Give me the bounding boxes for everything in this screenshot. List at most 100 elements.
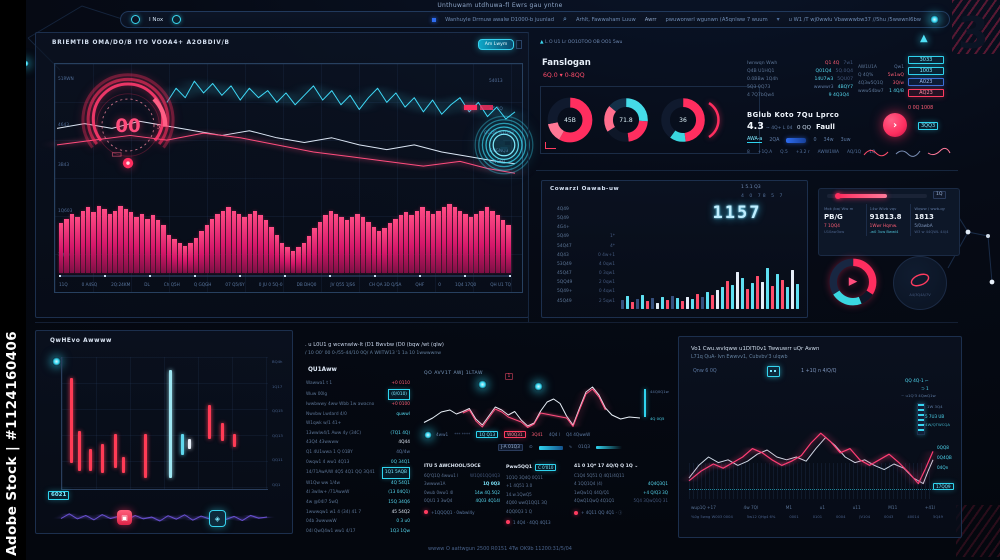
list-item: 2Q:24KM [111, 282, 131, 287]
volume-toolbar-icons[interactable]: 4 0 78 5 7 [741, 194, 785, 199]
list-item: DB DHQ0 [296, 282, 317, 287]
volume-right-label: 1 5.1 Q3 [741, 185, 761, 190]
timeline-scrubber[interactable] [59, 275, 511, 277]
ring-gauge: ▶ [829, 258, 877, 306]
details-section-title: QU1Aww [308, 367, 337, 373]
alert-dot-icon [506, 520, 510, 525]
data-row: 45Q47 0 3qw1 [557, 271, 615, 277]
list-item: AQ23 [908, 89, 944, 97]
list-item: +1Q.A [757, 150, 773, 155]
list-item[interactable] [596, 446, 623, 449]
list-item: QHF [415, 282, 425, 287]
list-item: BQ4h [272, 359, 283, 364]
data-row: 0QU1 3 3wQ4 4Q03 4Q14l [424, 498, 500, 504]
data-row: 0wqw1 4 ww1 4Q13 0Q 34Q1 [306, 459, 410, 465]
dial-widget[interactable]: A4/3Q4A/7V [893, 256, 947, 310]
data-row: 3wwww1A 1Q 0Q3 [424, 481, 500, 487]
data-row: 4Q00 wwQ1QQ1 3Q [506, 500, 548, 506]
data-row: C1Q4 5Q51 Q 4Q1/4Q11 [574, 473, 625, 478]
data-row: 04b 3wwwwW 0 3 u0 [306, 519, 410, 525]
list-item: 0004 [836, 515, 846, 519]
watchlist-table-2: AW1U1A Qw1 Q 4Q% 5w1wQ 4Q3w5Q1Q 3Q/w www54bw7 1… [858, 64, 904, 96]
data-row: 04l QwQ4w1 ww1 4/17 1Q3 1Qw [306, 528, 410, 534]
table-group-header: Pww5QQ1 [506, 465, 533, 470]
watermark-text: Adobe Stock | #1124160406 [4, 331, 20, 556]
data-row: 4w @04l7 5wQ 15Q 34Q6 [306, 499, 410, 505]
list-item[interactable]: 3uw [840, 137, 851, 143]
mini-scribble-icons [863, 147, 951, 157]
vertical-slider[interactable] [917, 403, 925, 435]
table-group-foot: +1QQQQ1 · 0wbwl4y [431, 509, 475, 515]
order-tabs: AWA-a 2QA 0 34w 3uw [747, 137, 851, 143]
trend-range[interactable]: 1 +1Q n 4/Q/Q [801, 369, 837, 374]
trend-side-6: +4W/QTWCQA [922, 422, 950, 427]
list-item: AQ/1Q [847, 150, 862, 155]
svg-text:45B: 45B [564, 117, 576, 124]
scanner-rings-icon [474, 115, 534, 175]
legend-orb-icon [424, 431, 432, 439]
nav-item-5[interactable]: u W1 /T wj0wwlu Vbawwwbw37 //5hu /5wwwnl… [788, 16, 921, 23]
list-item[interactable]: J-A 01Q3 [498, 444, 523, 451]
progress-handle[interactable] [835, 193, 841, 199]
candles-badge: 6021 [48, 491, 70, 500]
list-item[interactable]: 01Q3 [578, 445, 591, 450]
search-input[interactable]: Arhlt, Fawwaham Luuw [575, 16, 636, 23]
data-row: 4QQ0Q3 1 Q [506, 508, 532, 514]
play-orb-icon[interactable] [172, 15, 182, 24]
execute-button[interactable]: › [883, 113, 907, 137]
list-item[interactable]: 2QA [769, 137, 780, 143]
nav-item-1[interactable]: Wanhuyle Drrnuw awalw D1000-b juunlad [445, 16, 555, 23]
list-item[interactable]: ∿ [568, 445, 573, 450]
main-chart-menu-icon[interactable] [516, 40, 522, 49]
alert-dot-icon [424, 510, 428, 515]
data-row: W1qwk w/1 41+ [306, 421, 342, 427]
record-button[interactable]: ▣ [117, 510, 132, 525]
status-orb-icon[interactable] [930, 15, 939, 24]
order-stats-row: 8 +1Q.A Q.5 +3.2 r AWW1WA AQ/1Q 1Q [747, 150, 875, 155]
list-item: QQ1 [272, 481, 281, 487]
table-group-header: ITU 5 AWCHOOL/5OCE [424, 464, 481, 469]
list-item: 5w12 QHg4 6% [746, 515, 776, 519]
stat-big: 91813.8 [869, 213, 902, 221]
y-axis-label: 1Q603 [58, 209, 73, 214]
main-chart-title: BRIEMTIB OMA/DO/B ITO VOOA4+ A2OBDIV/B [52, 40, 230, 46]
calendar-icon[interactable] [767, 366, 780, 377]
trend-side-2: ⊃ 1 [921, 387, 929, 392]
corner-stripes-top [952, 0, 1000, 54]
list-item: 0QQ8 [937, 445, 949, 450]
list-item[interactable] [538, 445, 563, 450]
details-header-2: / 10 O0' 00 0-/55-44/10 0Q/ A WIITW13 '1… [305, 351, 442, 356]
details-table: Wawwa1 t 1 +0 0110 Wuw 00lg (0/010) Iwwbwwy … [306, 379, 410, 536]
stats-chip[interactable]: 1Q [933, 191, 946, 199]
list-item: 0 A4SQ [81, 282, 98, 287]
stat-sub2: U10aw3ow [824, 230, 845, 234]
price-line-chart [57, 67, 515, 185]
list-item[interactable]: 34w [823, 137, 834, 143]
y-axis-label-right: +5.1Q [489, 107, 503, 112]
trend-period[interactable]: Qnw 6 0Q [693, 369, 717, 374]
trend-side-4: 1W 3Q4 [927, 404, 943, 409]
data-row: AW1U1A Qw1 [858, 65, 904, 70]
list-item: u1 [819, 505, 825, 510]
list-item[interactable]: 0 [813, 137, 817, 143]
alert-dot-icon [574, 510, 578, 515]
list-item: +3.2 r [795, 150, 810, 155]
order-strong-label: Faull [816, 123, 835, 131]
main-chart-action-button[interactable]: Am Lwym [478, 39, 514, 50]
table-group-rows: 6Q'Q1Q 4wwu1 l W1Q01QQ4Q3 3wwww1A 1Q 0Q3 0wu… [424, 472, 500, 506]
monitor-button[interactable]: ◈ [209, 510, 226, 527]
trend-dashed-level [689, 489, 941, 490]
data-row: W1Qw ww 1/4w 4Q 54Q1 [306, 480, 410, 486]
nav-item-3[interactable]: Awrr [644, 16, 657, 23]
nav-item-4[interactable]: pwuwonwrl wgunwn (A5qnlww 7 wuum [665, 16, 768, 23]
data-row: 1wwwqw1 w1 4 (34) 41 7 45 54Q2 [306, 509, 410, 515]
list-item: DL [144, 282, 150, 287]
trend-x-labels-2: %0g 5wng W003 0004 5w12 QHg4 6% 0001 0101 00… [691, 515, 943, 519]
list-item[interactable] [786, 137, 807, 143]
list-item: QQ13 [272, 432, 283, 438]
candles-y-labels: BQ4h 1Q17 QQ15 QQ13 QQ11 QQ1 [272, 359, 283, 487]
footer-text: wwww O aattwgun 2500 R0151 4Tw OK9b 1120… [428, 546, 572, 552]
list-item: 0043 [884, 515, 894, 519]
list-item[interactable]: ⊙ [528, 445, 533, 450]
list-item[interactable]: AWA-a [747, 137, 763, 143]
